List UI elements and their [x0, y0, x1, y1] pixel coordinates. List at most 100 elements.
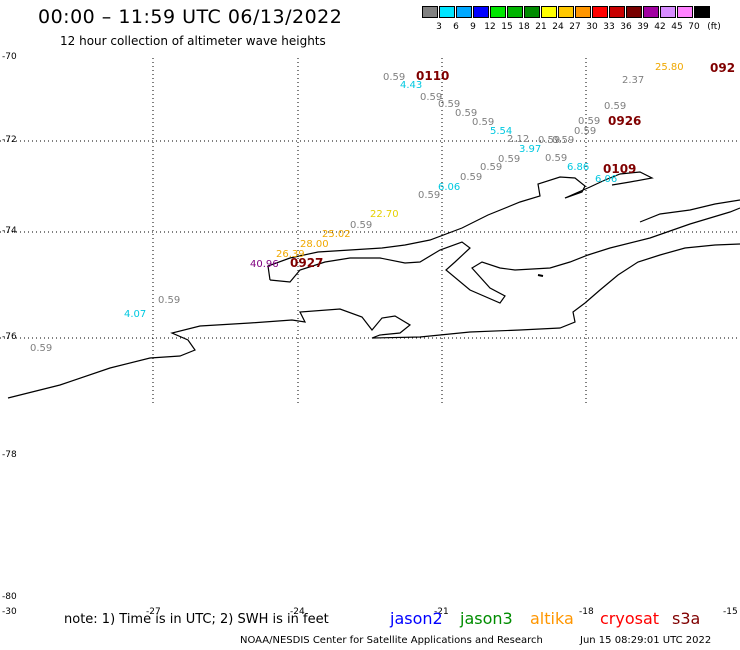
legend-cryosat: cryosat [600, 609, 660, 628]
colorbar-label: 6 [453, 22, 459, 32]
lon-label-30: -30 [2, 607, 17, 617]
colorbar-swatch [558, 6, 574, 18]
graticule [0, 58, 740, 405]
wave-height-label: 0.59 [460, 172, 482, 183]
colorbar-label: 15 [501, 22, 513, 32]
coastline-bay [267, 171, 654, 281]
wave-height-label: 0110 [416, 69, 449, 83]
colorbar-swatch [660, 6, 676, 18]
lon-label-18: -18 [579, 607, 594, 617]
colorbar-swatch [473, 6, 489, 18]
wave-height-label: 0.59 [418, 190, 440, 201]
colorbar-swatch [524, 6, 540, 18]
colorbar-swatch [422, 6, 438, 18]
colorbar-swatch [439, 6, 455, 18]
colorbar-label: 36 [620, 22, 632, 32]
colorbar-label: 70 [688, 22, 700, 32]
generated-timestamp: Jun 15 08:29:01 UTC 2022 [580, 635, 712, 646]
colorbar-swatch [677, 6, 693, 18]
wave-height-label: 0.59 [578, 116, 600, 127]
wave-height-label: 0.59 [158, 295, 180, 306]
wave-height-label: 2.12 [507, 134, 529, 145]
wave-height-label: 4.07 [124, 309, 146, 320]
colorbar-swatch [694, 6, 710, 18]
wave-height-label: 0.59 [498, 154, 520, 165]
island [537, 274, 544, 277]
colorbar-swatch [541, 6, 557, 18]
coastline [7, 171, 740, 399]
page-subtitle: 12 hour collection of altimeter wave hei… [60, 34, 326, 48]
lat-label-78: -78 [2, 450, 17, 460]
colorbar-label: 39 [637, 22, 649, 32]
wave-height-label: 0927 [290, 256, 323, 270]
wave-height-label: 25.80 [655, 62, 684, 73]
colorbar-label: 27 [569, 22, 581, 32]
colorbar-label: 24 [552, 22, 564, 32]
colorbar-label: 42 [654, 22, 666, 32]
wave-height-label: 0.59 [604, 101, 626, 112]
credit-line: NOAA/NESDIS Center for Satellite Applica… [240, 635, 543, 646]
colorbar-label: 12 [484, 22, 496, 32]
coastline-main [7, 243, 740, 399]
page-title: 00:00 – 11:59 UTC 06/13/2022 [38, 6, 343, 28]
wave-height-label: 0926 [608, 114, 641, 128]
wave-height-label: 6.06 [595, 174, 617, 185]
legend-jason3: jason3 [460, 609, 513, 628]
footer-note: note: 1) Time is in UTC; 2) SWH is in fe… [64, 612, 329, 627]
colorbar-swatch [490, 6, 506, 18]
colorbar-swatch [643, 6, 659, 18]
wave-height-label: 6.06 [438, 182, 460, 193]
wave-height-label: 0.59 [472, 117, 494, 128]
wave-height-label: 22.70 [370, 209, 399, 220]
legend-jason2: jason2 [390, 609, 443, 628]
wave-height-label: 6.86 [567, 162, 589, 173]
lon-label-15: -15 [723, 607, 738, 617]
wave-height-label: 26.39 [276, 249, 305, 260]
lon-label-24: -24 [290, 607, 305, 617]
colorbar-label: 30 [586, 22, 598, 32]
lat-label-80: -80 [2, 592, 17, 602]
colorbar-label: 45 [671, 22, 683, 32]
wave-height-label: 2.37 [622, 75, 644, 86]
wave-height-label: 28.00 [300, 239, 329, 250]
legend-s3a: s3a [672, 609, 701, 628]
colorbar-unit: (ft) [707, 22, 721, 32]
wave-height-label: 0.59 [574, 126, 596, 137]
lat-label-70: -70 [2, 52, 17, 62]
wave-height-label: 40.96 [250, 259, 279, 270]
legend-altika: altika [530, 609, 574, 628]
colorbar-swatch [575, 6, 591, 18]
wave-height-label: 5.54 [490, 126, 512, 137]
wave-height-label: 0.59 [30, 343, 52, 354]
lon-label-21: -21 [434, 607, 449, 617]
coastline-inlet [269, 207, 740, 304]
wave-height-label: 0.59 [420, 92, 442, 103]
colorbar-swatch [609, 6, 625, 18]
colorbar-label: 3 [436, 22, 442, 32]
wave-height-label: 0.59 [552, 135, 574, 146]
wave-height-label: 0.59 [383, 72, 405, 83]
wave-height-label: 0.59 [438, 99, 460, 110]
colorbar-label: 21 [535, 22, 547, 32]
wave-height-label: 0.59 [538, 135, 560, 146]
wave-height-label: 4.43 [400, 80, 422, 91]
wave-height-label: 0.59 [545, 153, 567, 164]
colorbar-swatch [626, 6, 642, 18]
wave-height-label: 0.59 [480, 162, 502, 173]
wave-height-label: 25.02 [322, 229, 351, 240]
colorbar-swatch [456, 6, 472, 18]
colorbar-swatch [507, 6, 523, 18]
wave-height-label: 0109 [603, 162, 636, 176]
coastline-east [639, 199, 740, 223]
colorbar-label: 9 [470, 22, 476, 32]
lat-label-74: -74 [2, 226, 17, 236]
colorbar-swatch [592, 6, 608, 18]
colorbar-label: 18 [518, 22, 530, 32]
wave-height-label: 0.59 [350, 220, 372, 231]
wave-height-label: 092 [710, 61, 735, 75]
lat-label-76: -76 [2, 332, 17, 342]
wave-height-label: 3.97 [519, 144, 541, 155]
colorbar-label: 33 [603, 22, 615, 32]
